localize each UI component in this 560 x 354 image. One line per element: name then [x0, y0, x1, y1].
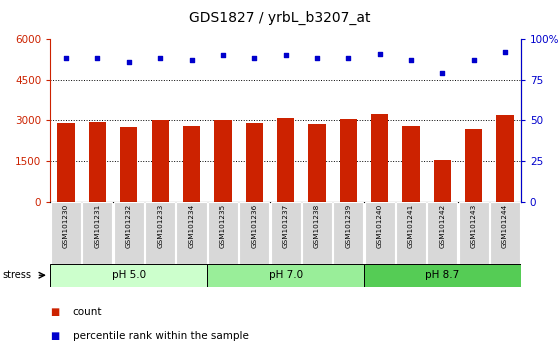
Bar — [176, 202, 207, 264]
Point — [469, 57, 478, 63]
Bar — [152, 120, 169, 202]
Bar — [465, 129, 482, 202]
Text: GSM101232: GSM101232 — [126, 204, 132, 248]
Text: stress: stress — [3, 270, 32, 280]
Bar — [208, 202, 238, 264]
Bar — [371, 114, 388, 202]
Bar — [82, 202, 113, 264]
Bar — [183, 126, 200, 202]
Bar — [114, 202, 144, 264]
Point — [187, 57, 196, 63]
Text: GSM101233: GSM101233 — [157, 204, 163, 248]
Bar — [51, 202, 81, 264]
Text: ■: ■ — [50, 307, 60, 316]
Point — [218, 52, 227, 58]
Point — [375, 51, 384, 56]
Point — [93, 56, 102, 61]
Text: ■: ■ — [50, 331, 60, 341]
Bar — [459, 202, 489, 264]
Point — [438, 70, 447, 76]
Text: GSM101236: GSM101236 — [251, 204, 257, 248]
Bar — [246, 123, 263, 202]
Bar — [434, 160, 451, 202]
Bar — [277, 118, 294, 202]
Bar — [207, 264, 364, 287]
Point — [62, 56, 71, 61]
Text: GSM101237: GSM101237 — [283, 204, 288, 248]
Bar — [58, 123, 74, 202]
Bar — [403, 126, 419, 202]
Bar — [145, 202, 175, 264]
Bar — [364, 264, 521, 287]
Bar — [50, 264, 207, 287]
Bar — [309, 124, 325, 202]
Point — [250, 56, 259, 61]
Text: pH 7.0: pH 7.0 — [269, 270, 302, 280]
Text: GSM101230: GSM101230 — [63, 204, 69, 248]
Text: GDS1827 / yrbL_b3207_at: GDS1827 / yrbL_b3207_at — [189, 11, 371, 25]
Text: GSM101235: GSM101235 — [220, 204, 226, 248]
Bar — [365, 202, 395, 264]
Text: GSM101238: GSM101238 — [314, 204, 320, 248]
Bar — [497, 115, 514, 202]
Bar — [239, 202, 269, 264]
Text: GSM101239: GSM101239 — [346, 204, 351, 248]
Text: GSM101240: GSM101240 — [377, 204, 382, 248]
Bar — [302, 202, 332, 264]
Bar — [427, 202, 458, 264]
Point — [344, 56, 353, 61]
Text: pH 8.7: pH 8.7 — [425, 270, 460, 280]
Bar — [340, 119, 357, 202]
Text: GSM101241: GSM101241 — [408, 204, 414, 248]
Bar — [396, 202, 426, 264]
Text: GSM101244: GSM101244 — [502, 204, 508, 248]
Text: GSM101242: GSM101242 — [440, 204, 445, 248]
Bar — [214, 120, 231, 202]
Bar — [89, 122, 106, 202]
Bar — [270, 202, 301, 264]
Text: GSM101234: GSM101234 — [189, 204, 194, 248]
Text: GSM101243: GSM101243 — [471, 204, 477, 248]
Text: pH 5.0: pH 5.0 — [112, 270, 146, 280]
Text: count: count — [73, 307, 102, 316]
Point — [281, 52, 290, 58]
Point — [407, 57, 416, 63]
Point — [124, 59, 133, 64]
Bar — [333, 202, 363, 264]
Text: GSM101231: GSM101231 — [95, 204, 100, 248]
Bar — [120, 127, 137, 202]
Point — [312, 56, 321, 61]
Text: percentile rank within the sample: percentile rank within the sample — [73, 331, 249, 341]
Bar — [490, 202, 520, 264]
Point — [156, 56, 165, 61]
Point — [501, 49, 510, 55]
